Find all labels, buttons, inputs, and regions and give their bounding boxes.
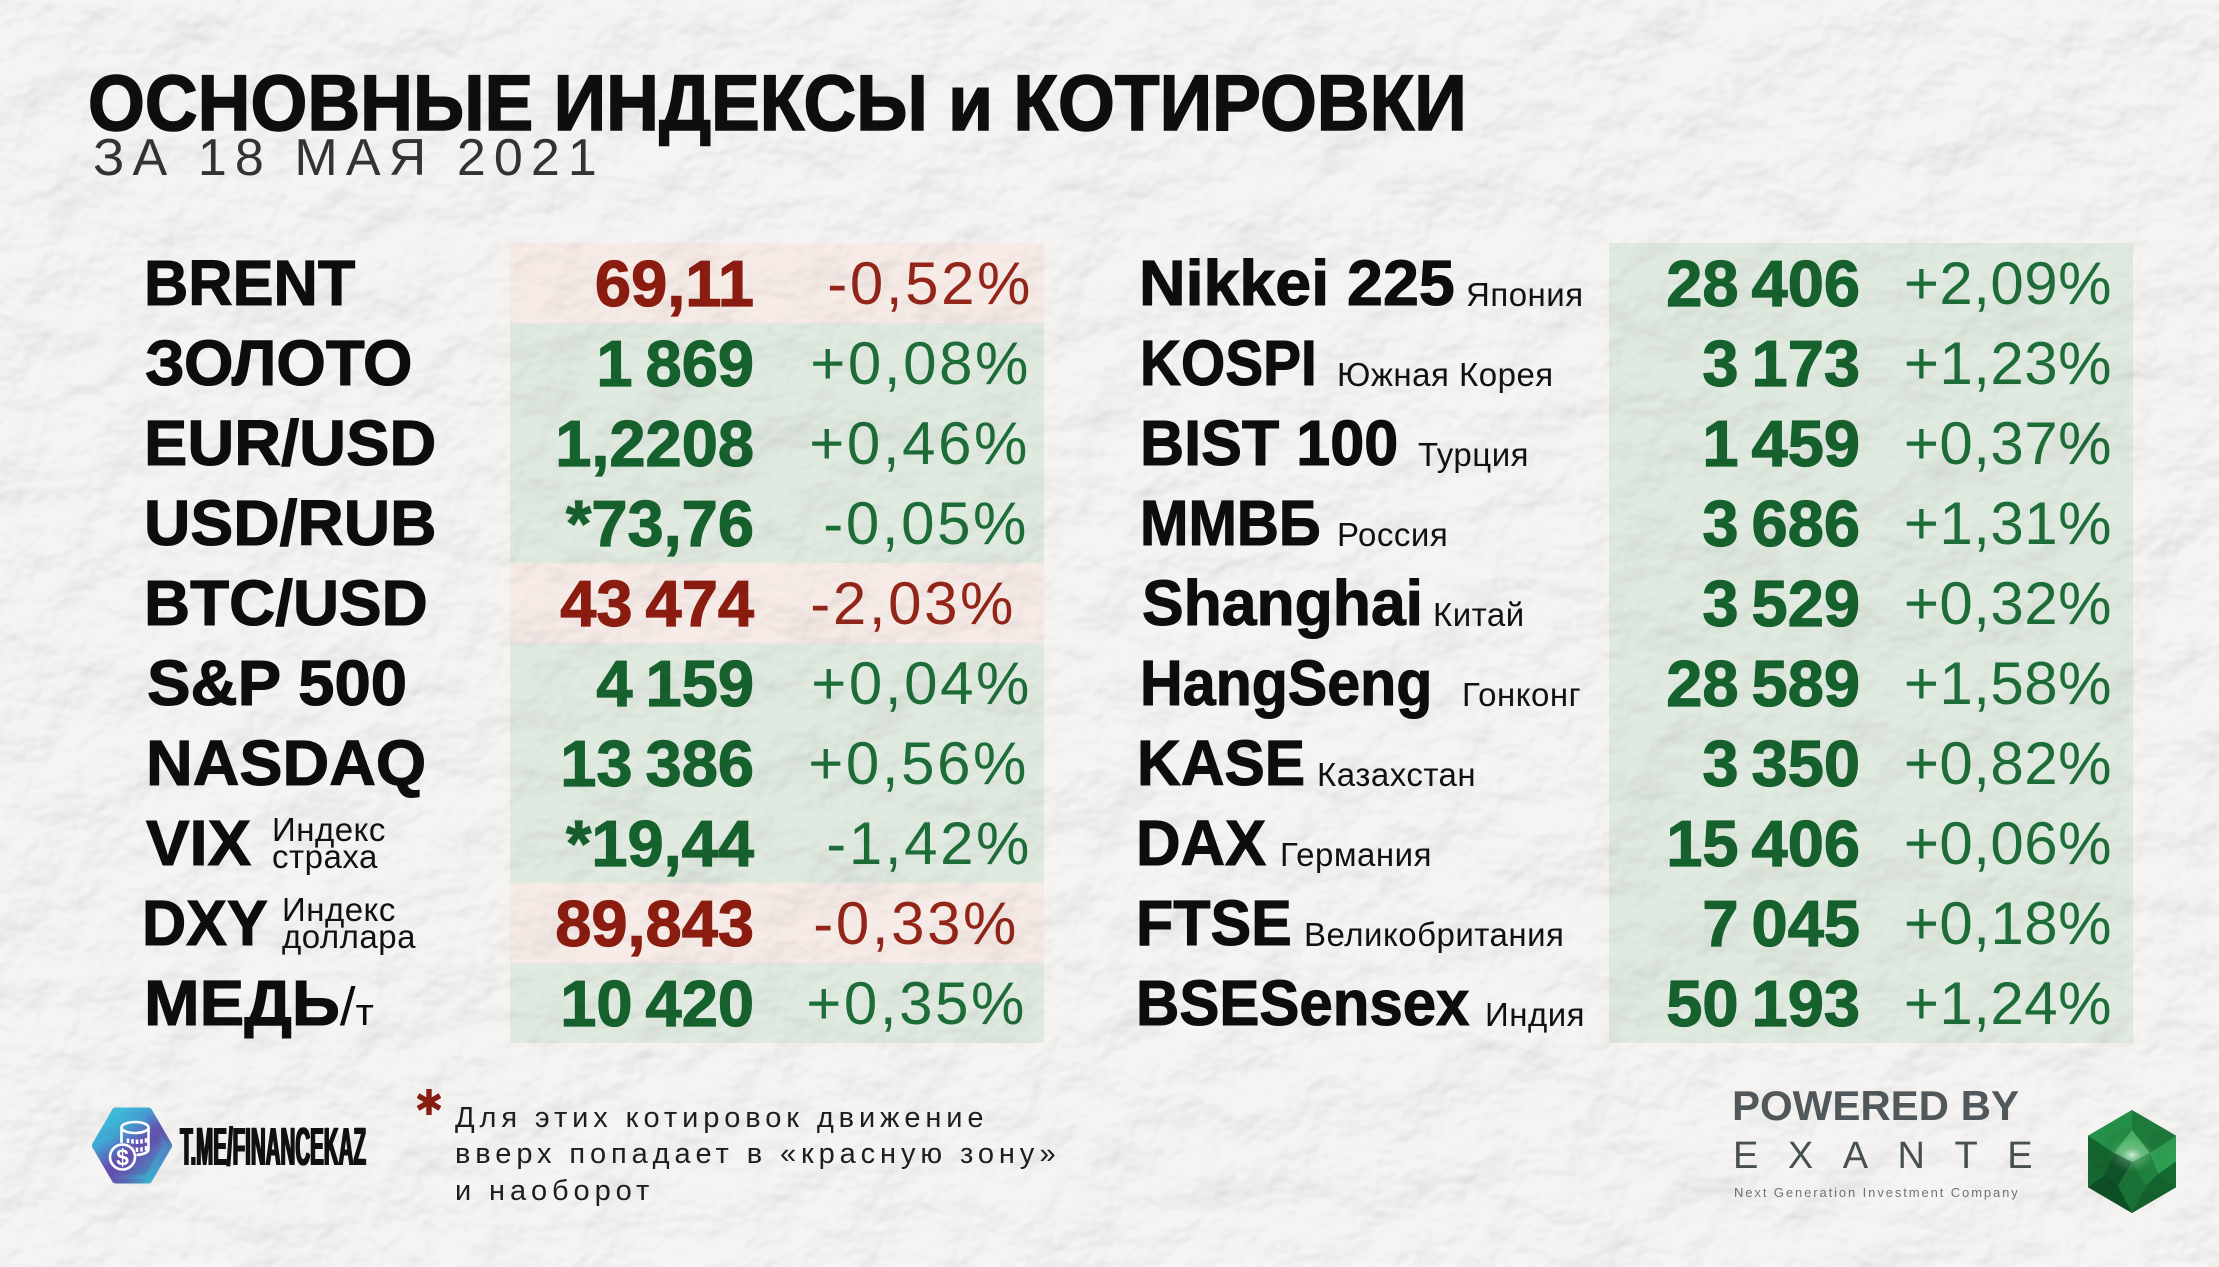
svg-text:$: $ <box>116 1145 129 1171</box>
